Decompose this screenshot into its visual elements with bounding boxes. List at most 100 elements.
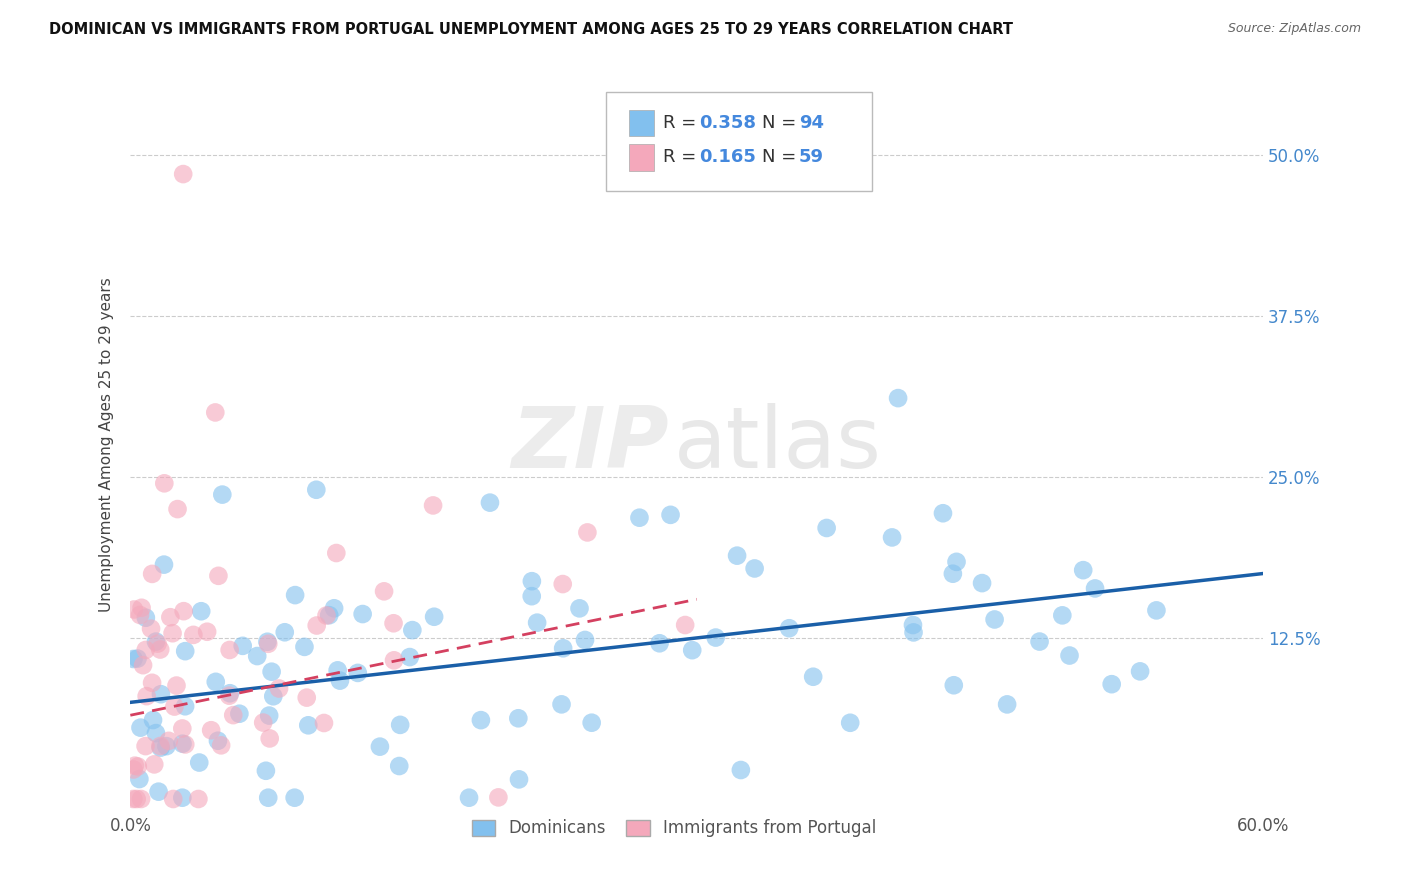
Point (839, 715, 862, 730)
Point (382, 653, 405, 667)
Point (145, 634, 167, 648)
Point (190, 604, 212, 618)
Point (146, 637, 169, 651)
Point (173, 604, 195, 618)
Point (995, 698, 1018, 712)
Point (648, 636, 671, 650)
Point (172, 790, 194, 805)
Point (1129, 665, 1152, 679)
Point (659, 508, 682, 522)
Point (1059, 648, 1081, 663)
Point (172, 722, 194, 736)
Point (162, 792, 184, 806)
Point (1144, 603, 1167, 617)
Point (470, 713, 492, 727)
Point (232, 639, 254, 653)
Point (942, 566, 965, 581)
Point (1084, 582, 1107, 596)
Text: 59: 59 (799, 148, 824, 167)
Point (153, 476, 176, 491)
Point (326, 664, 349, 678)
Point (172, 167, 194, 181)
Point (382, 616, 405, 631)
Point (129, 792, 152, 806)
Point (1028, 634, 1050, 648)
Point (127, 759, 149, 773)
Point (149, 642, 172, 657)
Text: N =: N = (762, 148, 803, 167)
Point (157, 734, 180, 748)
Point (628, 510, 651, 524)
Point (129, 607, 152, 622)
Point (257, 637, 280, 651)
Point (172, 737, 194, 751)
Point (174, 699, 197, 714)
Point (252, 715, 274, 730)
Point (135, 739, 157, 753)
Point (257, 708, 280, 723)
Point (932, 506, 955, 520)
Point (141, 675, 163, 690)
Point (318, 608, 340, 623)
FancyBboxPatch shape (628, 145, 654, 170)
Point (323, 601, 346, 615)
Text: N =: N = (762, 114, 803, 132)
Point (262, 690, 284, 704)
Point (183, 628, 205, 642)
Point (942, 678, 965, 692)
Text: ZIP: ZIP (510, 403, 668, 486)
Point (346, 665, 368, 680)
Point (305, 483, 328, 497)
Point (673, 618, 696, 632)
Point (163, 699, 186, 714)
Point (166, 679, 188, 693)
Point (135, 611, 157, 625)
Text: Source: ZipAtlas.com: Source: ZipAtlas.com (1227, 22, 1361, 36)
Point (122, 602, 145, 616)
Point (211, 487, 233, 501)
Point (508, 711, 530, 725)
Point (704, 631, 727, 645)
Point (284, 790, 307, 805)
Point (983, 612, 1005, 626)
Point (149, 740, 172, 755)
Point (219, 686, 242, 700)
Point (125, 792, 148, 806)
Point (149, 739, 172, 753)
Point (204, 674, 226, 689)
Point (267, 681, 290, 696)
Point (274, 625, 297, 640)
Point (135, 689, 157, 703)
Point (129, 721, 152, 735)
Point (246, 648, 269, 663)
Point (526, 615, 548, 630)
Point (744, 561, 766, 575)
Point (568, 601, 591, 615)
Point (297, 718, 319, 732)
Point (200, 723, 222, 738)
Point (204, 405, 226, 419)
Point (209, 739, 232, 753)
Point (681, 643, 703, 657)
Point (143, 757, 166, 772)
Point (423, 609, 446, 624)
Point (141, 566, 163, 581)
Point (260, 665, 283, 679)
Point (576, 525, 599, 540)
Point (294, 640, 316, 654)
Point (389, 718, 412, 732)
Point (352, 607, 374, 621)
Point (520, 574, 543, 589)
Point (315, 608, 337, 623)
Point (128, 772, 150, 786)
Point (1052, 608, 1074, 623)
Point (887, 391, 910, 405)
FancyBboxPatch shape (628, 110, 654, 136)
Point (187, 792, 209, 806)
Point (188, 756, 211, 770)
Point (122, 763, 145, 777)
Point (254, 764, 277, 778)
Text: R =: R = (662, 114, 702, 132)
Point (295, 690, 318, 705)
Point (149, 687, 172, 701)
